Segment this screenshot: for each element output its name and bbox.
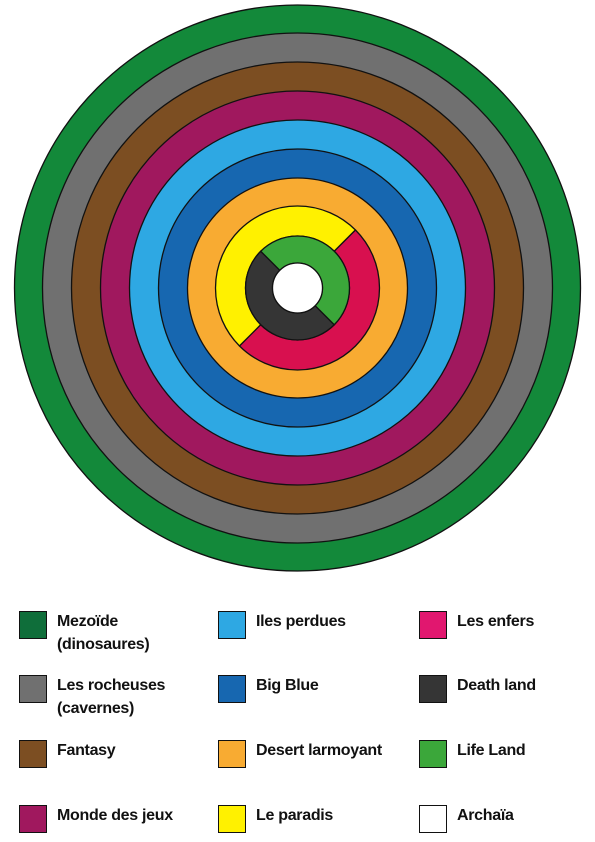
center-archaia xyxy=(271,262,324,314)
legend-label: Archaïa xyxy=(457,807,514,824)
les-enfers-swatch-icon xyxy=(419,611,447,639)
les-rocheuses-swatch-icon xyxy=(19,675,47,703)
desert-larmoyant-swatch-icon xyxy=(218,740,246,768)
legend-label: Iles perdues xyxy=(256,613,346,630)
legend-label: Fantasy xyxy=(57,742,116,759)
death-land-swatch-icon xyxy=(419,675,447,703)
legend-item-monde-des-jeux: Monde des jeux xyxy=(19,804,173,833)
le-paradis-swatch-icon xyxy=(218,805,246,833)
archaia-swatch-icon xyxy=(419,805,447,833)
legend-item-les-enfers: Les enfers xyxy=(419,610,534,639)
legend-item-archaia: Archaïa xyxy=(419,804,514,833)
legend-item-life-land: Life Land xyxy=(419,739,526,768)
legend-item-fantasy: Fantasy xyxy=(19,739,116,768)
big-blue-swatch-icon xyxy=(218,675,246,703)
legend-item-big-blue: Big Blue xyxy=(218,674,319,703)
monde-des-jeux-swatch-icon xyxy=(19,805,47,833)
legend-label: Life Land xyxy=(457,742,526,759)
legend-item-le-paradis: Le paradis xyxy=(218,804,333,833)
legend-label: Death land xyxy=(457,677,536,694)
life-land-swatch-icon xyxy=(419,740,447,768)
legend-label: Mezoïde (dinosaures) xyxy=(57,613,150,653)
legend-item-desert-larmoyant: Desert larmoyant xyxy=(218,739,382,768)
legend-label: Big Blue xyxy=(256,677,319,694)
legend-label: Monde des jeux xyxy=(57,807,173,824)
iles-perdues-swatch-icon xyxy=(218,611,246,639)
legend-item-death-land: Death land xyxy=(419,674,536,703)
legend: Mezoïde (dinosaures) Iles perdues Les en… xyxy=(0,605,595,842)
legend-label: Les rocheuses (cavernes) xyxy=(57,677,166,717)
mezoide-swatch-icon xyxy=(19,611,47,639)
legend-label: Desert larmoyant xyxy=(256,742,382,759)
inner-sectors-group xyxy=(214,205,381,371)
concentric-worlds-diagram xyxy=(13,4,582,572)
legend-item-mezoide: Mezoïde (dinosaures) xyxy=(19,610,150,656)
legend-item-les-rocheuses: Les rocheuses (cavernes) xyxy=(19,674,165,720)
fantasy-swatch-icon xyxy=(19,740,47,768)
legend-label: Les enfers xyxy=(457,613,535,630)
legend-label: Le paradis xyxy=(256,807,334,824)
legend-item-iles-perdues: Iles perdues xyxy=(218,610,346,639)
